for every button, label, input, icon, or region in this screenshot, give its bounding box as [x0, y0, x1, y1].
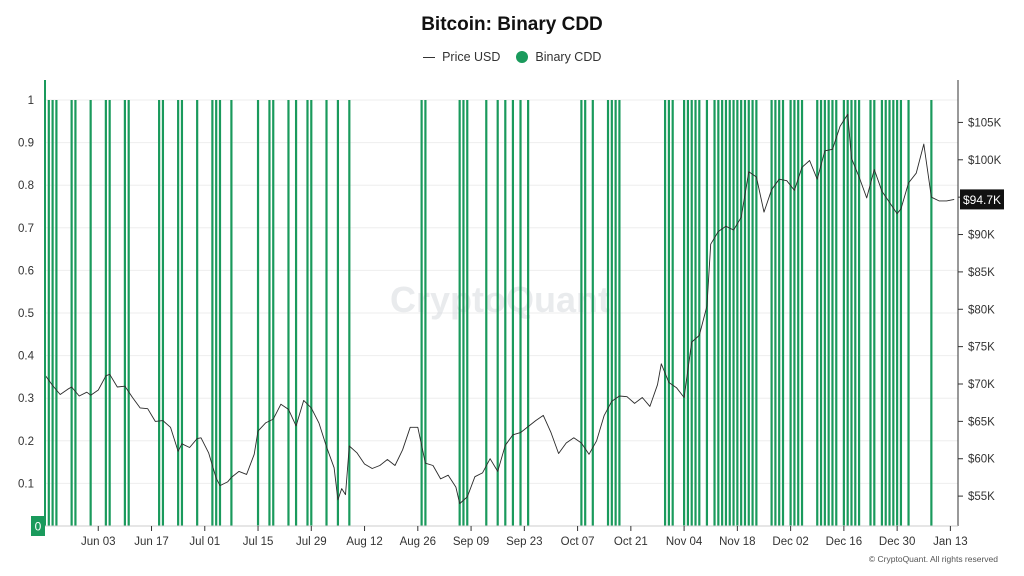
price-series	[44, 113, 955, 505]
current-price-label: $94.7K	[963, 193, 1001, 207]
legend-label-price: Price USD	[442, 49, 501, 64]
left-tick-label: 0.5	[18, 308, 34, 320]
x-tick-label: Oct 21	[614, 536, 648, 548]
left-tick-label: 1	[28, 95, 34, 107]
legend-line-swatch	[422, 56, 435, 58]
x-tick-label: Sep 23	[506, 536, 542, 548]
x-tick-label: Dec 30	[879, 536, 915, 548]
left-tick-label: 0.2	[18, 436, 34, 448]
current-cdd-badge	[31, 516, 45, 536]
right-tick-label: $75K	[968, 342, 995, 354]
x-tick-label: Aug 26	[400, 536, 436, 548]
price-line	[44, 113, 955, 505]
legend-item-price[interactable]: Price USD	[422, 49, 501, 64]
x-tick-label: Jul 15	[243, 536, 274, 548]
right-tick-label: $65K	[968, 416, 995, 428]
x-tick-label: Dec 16	[826, 536, 862, 548]
legend: Price USD Binary CDD	[0, 49, 1024, 64]
left-axis-ticks: 0.1 0.2 0.3 0.4 0.5 0.6 0.7 0.8 0.9 1	[18, 95, 35, 490]
left-tick-label: 0.7	[18, 223, 34, 235]
watermark: CryptoQuant	[390, 279, 610, 320]
right-tick-label: $100K	[968, 155, 1002, 167]
left-tick-label: 0.3	[18, 393, 34, 405]
left-tick-label: 0.9	[18, 138, 34, 150]
right-tick-label: $70K	[968, 379, 995, 391]
right-tick-label: $60K	[968, 454, 995, 466]
axes	[44, 80, 959, 527]
left-tick-label: 0.8	[18, 180, 34, 192]
right-tick-label: $80K	[968, 304, 995, 316]
current-price-badge	[960, 189, 1004, 210]
right-tick-label: $55K	[968, 491, 995, 503]
x-tick-label: Jul 29	[296, 536, 327, 548]
right-axis-ticks: $55K$60K$65K$70K$75K$80K$85K$90K$95K$100…	[958, 117, 1002, 503]
right-tick-label: $85K	[968, 267, 995, 279]
left-tick-label: 0.1	[18, 478, 34, 490]
left-tick-label: 0.4	[18, 351, 35, 363]
copyright-notice: © CryptoQuant. All rights reserved	[868, 554, 998, 564]
chart-title: Bitcoin: Binary CDD	[421, 14, 603, 35]
left-tick-label: 0.6	[18, 265, 34, 277]
right-tick-label: $105K	[968, 117, 1002, 129]
right-tick-label: $90K	[968, 230, 995, 242]
x-axis-ticks: Jun 03 Jun 17 Jul 01 Jul 15 Jul 29 Aug 12 Aug …	[81, 526, 968, 548]
value-badges: $94.7K 0	[31, 189, 1004, 536]
x-tick-label: Nov 18	[719, 536, 755, 548]
x-tick-label: Aug 12	[346, 536, 382, 548]
x-tick-label: Jun 03	[81, 536, 116, 548]
x-tick-label: Jan 13	[933, 536, 968, 548]
legend-item-cdd[interactable]: Binary CDD	[515, 49, 602, 64]
legend-label-cdd: Binary CDD	[535, 49, 602, 64]
x-tick-label: Oct 07	[561, 536, 595, 548]
cdd-spikes	[47, 100, 933, 526]
x-tick-label: Jul 01	[189, 536, 220, 548]
x-tick-label: Sep 09	[453, 536, 489, 548]
x-tick-label: Jun 17	[134, 536, 169, 548]
x-tick-label: Nov 04	[666, 536, 703, 548]
legend-dot-swatch	[515, 51, 528, 64]
x-tick-label: Dec 02	[772, 536, 808, 548]
current-cdd-label: 0	[35, 520, 42, 534]
